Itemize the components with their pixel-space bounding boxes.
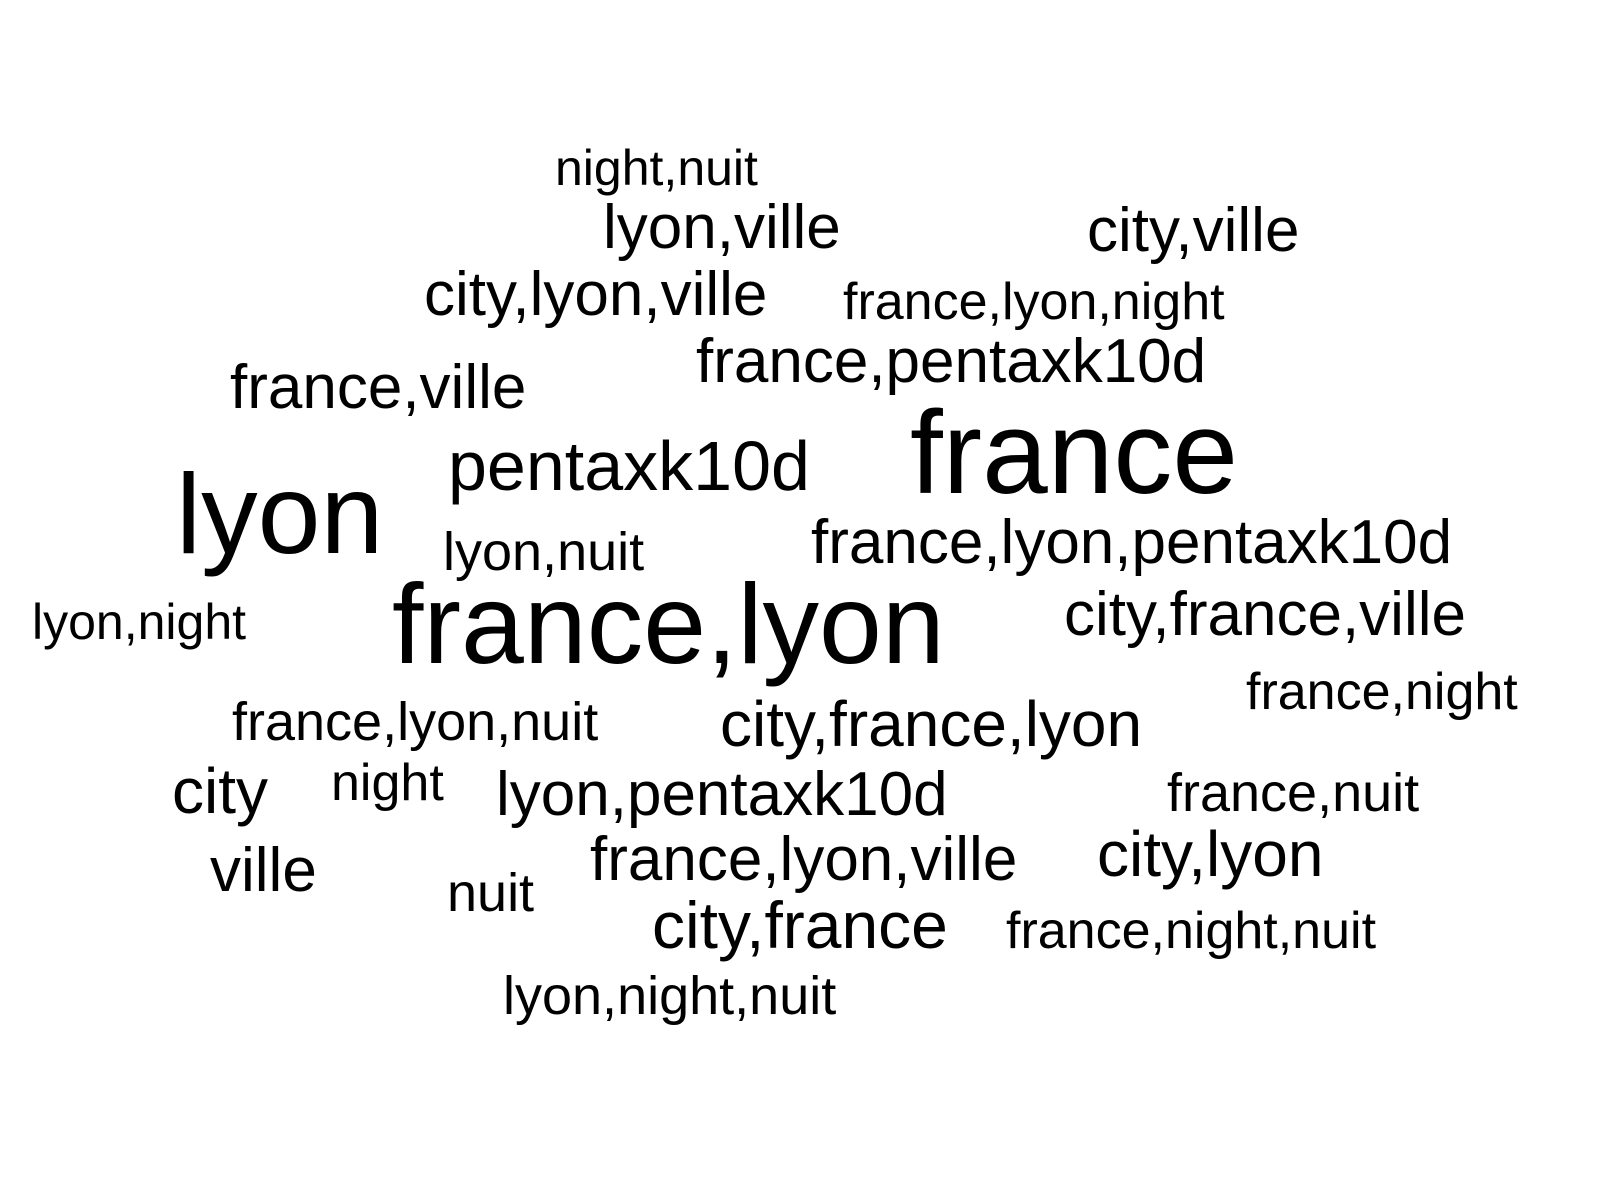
word-cloud-term: city,france,ville <box>1064 579 1466 649</box>
word-cloud-term: city,lyon,ville <box>424 259 768 329</box>
word-cloud-term: france,night,nuit <box>1006 901 1377 960</box>
word-cloud-term: france,pentaxk10d <box>696 326 1207 396</box>
word-cloud-term: lyon,ville <box>603 192 841 262</box>
word-cloud-term: pentaxk10d <box>448 426 810 505</box>
word-cloud-term: lyon,night,nuit <box>503 966 837 1027</box>
word-cloud-term: france,lyon,pentaxk10d <box>811 507 1453 577</box>
word-cloud-term: city,france <box>652 888 948 963</box>
word-cloud-term: night <box>331 753 444 812</box>
word-cloud-term: france,lyon <box>392 560 945 687</box>
word-cloud-term: city,lyon <box>1097 818 1324 891</box>
word-cloud-term: lyon,pentaxk10d <box>496 759 948 829</box>
word-cloud-term: france,lyon,nuit <box>232 692 599 753</box>
word-cloud-term: lyon,nuit <box>443 522 645 583</box>
word-cloud-term: city,ville <box>1087 195 1300 265</box>
word-cloud-term: nuit <box>447 863 535 924</box>
word-cloud-term: france,night <box>1246 662 1518 721</box>
word-cloud-term: lyon <box>176 450 384 577</box>
word-cloud-term: france,lyon,ville <box>590 824 1018 894</box>
word-cloud-term: france <box>910 387 1238 520</box>
word-cloud-term: city <box>172 755 268 828</box>
word-cloud-term: ville <box>210 835 317 905</box>
word-cloud-term: france,lyon,night <box>843 272 1225 331</box>
word-cloud-term: lyon,night <box>32 593 247 650</box>
word-cloud-term: france,nuit <box>1167 763 1420 824</box>
word-cloud-term: night,nuit <box>555 139 758 196</box>
word-cloud-term: france,ville <box>230 352 527 422</box>
word-cloud-term: city,france,lyon <box>720 688 1143 761</box>
